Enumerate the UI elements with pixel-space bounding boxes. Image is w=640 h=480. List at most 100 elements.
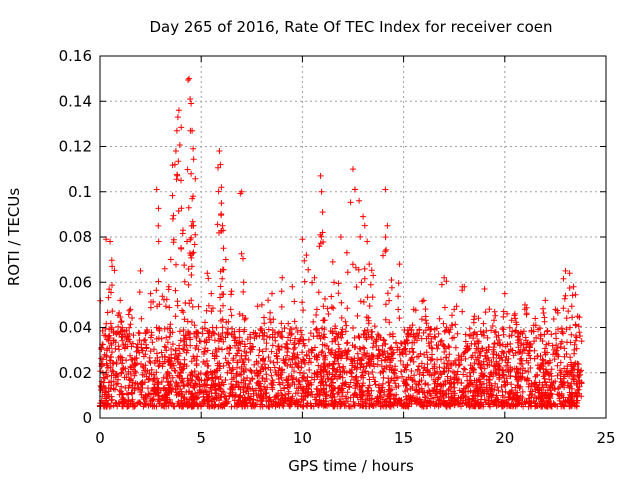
data-point: [192, 380, 199, 387]
data-point: [414, 337, 420, 344]
spike-trail-point: [328, 304, 335, 311]
data-point: [429, 351, 435, 358]
data-point: [173, 379, 179, 386]
data-point: [119, 333, 126, 340]
data-point: [499, 348, 505, 355]
data-point: [178, 379, 185, 386]
data-point: [552, 378, 559, 385]
spike-trail-point: [126, 307, 133, 314]
spike-trail-point: [188, 222, 195, 229]
spike-trail-point: [395, 306, 402, 313]
data-point: [236, 340, 243, 347]
data-point: [297, 327, 304, 334]
data-point: [539, 338, 546, 344]
data-point: [531, 355, 538, 362]
data-point: [236, 311, 243, 317]
spike-point: [471, 313, 478, 320]
data-point: [334, 334, 341, 340]
data-point: [183, 342, 190, 349]
data-point: [525, 350, 532, 357]
data-point: [323, 382, 330, 388]
data-point: [420, 372, 427, 379]
data-point: [405, 330, 412, 337]
spike-point: [218, 184, 225, 191]
data-point: [255, 352, 262, 359]
data-point: [470, 335, 477, 342]
spike-trail-point: [218, 317, 224, 324]
data-point: [227, 385, 234, 392]
data-point: [165, 359, 172, 366]
data-point: [437, 393, 443, 400]
data-point: [495, 387, 502, 394]
data-point: [181, 383, 188, 390]
data-point: [506, 324, 513, 331]
data-point: [410, 349, 417, 356]
data-point: [193, 360, 200, 367]
data-point: [339, 380, 346, 387]
data-point: [265, 297, 272, 304]
spike-trail-point: [357, 233, 364, 240]
spike-point: [169, 215, 176, 222]
data-point: [356, 356, 363, 363]
data-point: [355, 333, 362, 340]
spike-trail-point: [349, 261, 356, 268]
data-point: [334, 401, 341, 408]
data-point: [446, 329, 453, 336]
data-point: [189, 393, 196, 400]
x-tick-label: 20: [495, 429, 514, 447]
data-point: [343, 340, 350, 347]
data-point: [222, 398, 229, 405]
data-point: [249, 375, 256, 382]
data-point: [148, 329, 155, 336]
data-point: [411, 372, 418, 379]
data-point: [360, 380, 367, 387]
spike-point: [366, 261, 373, 268]
data-point: [215, 331, 222, 338]
data-point: [125, 368, 132, 375]
axis-ticks: [99, 55, 607, 419]
data-point: [492, 380, 499, 387]
data-point: [224, 329, 231, 336]
data-point: [121, 345, 128, 352]
data-point: [208, 384, 215, 391]
data-point: [402, 347, 409, 353]
data-point: [455, 352, 462, 359]
spike-trail-point: [470, 319, 477, 326]
data-point: [574, 397, 581, 404]
data-point: [378, 357, 385, 364]
spike-trail-point: [125, 311, 132, 318]
data-point: [226, 350, 233, 357]
data-point: [311, 353, 318, 360]
data-point: [552, 386, 558, 393]
data-point: [537, 393, 544, 400]
spike-trail-point: [368, 267, 375, 274]
data-point: [99, 356, 106, 363]
spike-point: [350, 166, 356, 173]
data-point: [513, 327, 519, 334]
data-point: [250, 329, 257, 336]
data-point: [188, 358, 195, 365]
data-point: [251, 361, 258, 368]
data-point: [517, 360, 524, 367]
data-point: [519, 350, 526, 357]
data-point: [486, 393, 493, 400]
data-point: [176, 390, 183, 397]
data-point: [185, 330, 192, 336]
data-point: [209, 369, 216, 376]
spike-trail-point: [396, 315, 403, 322]
data-point: [351, 334, 358, 341]
spike-trail-point: [178, 245, 185, 252]
data-point: [558, 390, 565, 397]
spike-point: [186, 75, 193, 82]
spike-point: [190, 193, 197, 200]
data-point: [492, 328, 499, 335]
data-point: [271, 364, 278, 371]
data-point: [518, 355, 525, 362]
data-point: [105, 365, 111, 371]
data-point: [485, 344, 492, 351]
spike-point: [501, 290, 508, 297]
data-point: [167, 362, 174, 369]
spike-trail-point: [562, 292, 569, 299]
data-point: [424, 361, 431, 368]
data-point: [421, 364, 428, 371]
